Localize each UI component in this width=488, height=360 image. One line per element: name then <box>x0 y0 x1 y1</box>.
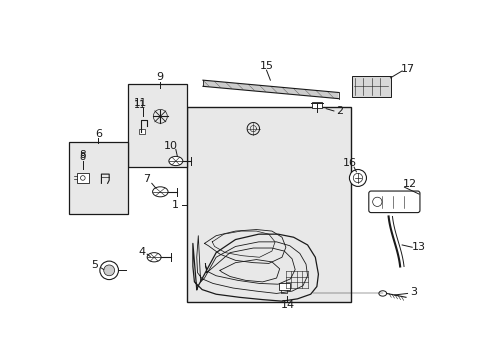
Text: 11: 11 <box>134 100 146 110</box>
Text: 2: 2 <box>336 106 343 116</box>
Circle shape <box>352 173 362 183</box>
Text: 13: 13 <box>411 242 426 252</box>
Text: 5: 5 <box>91 260 98 270</box>
Circle shape <box>103 265 114 276</box>
Bar <box>187 107 350 302</box>
Circle shape <box>81 176 85 180</box>
Text: 8: 8 <box>80 150 86 160</box>
Text: 1: 1 <box>172 200 179 210</box>
Text: 10: 10 <box>163 141 177 150</box>
Ellipse shape <box>152 187 168 197</box>
Bar <box>69 142 127 214</box>
Text: 14: 14 <box>280 300 294 310</box>
Bar <box>77 173 89 183</box>
Ellipse shape <box>168 156 183 166</box>
Text: 3: 3 <box>409 287 416 297</box>
Circle shape <box>100 261 118 280</box>
FancyBboxPatch shape <box>368 191 419 213</box>
Bar <box>127 84 187 167</box>
Text: 16: 16 <box>342 158 356 167</box>
Bar <box>351 76 390 97</box>
Polygon shape <box>203 80 338 99</box>
Ellipse shape <box>147 253 161 262</box>
Text: 17: 17 <box>400 64 414 73</box>
Text: 4: 4 <box>138 247 145 257</box>
Text: 7: 7 <box>142 175 150 184</box>
Bar <box>278 283 289 291</box>
Bar <box>138 130 144 134</box>
Text: 9: 9 <box>156 72 163 82</box>
Text: 6: 6 <box>95 129 102 139</box>
Circle shape <box>372 197 381 206</box>
Text: 15: 15 <box>259 61 273 71</box>
Bar <box>311 102 321 108</box>
Circle shape <box>349 170 366 186</box>
Text: 12: 12 <box>402 179 416 189</box>
Text: 8: 8 <box>80 152 86 162</box>
Text: 11: 11 <box>133 98 146 108</box>
Ellipse shape <box>378 291 386 296</box>
